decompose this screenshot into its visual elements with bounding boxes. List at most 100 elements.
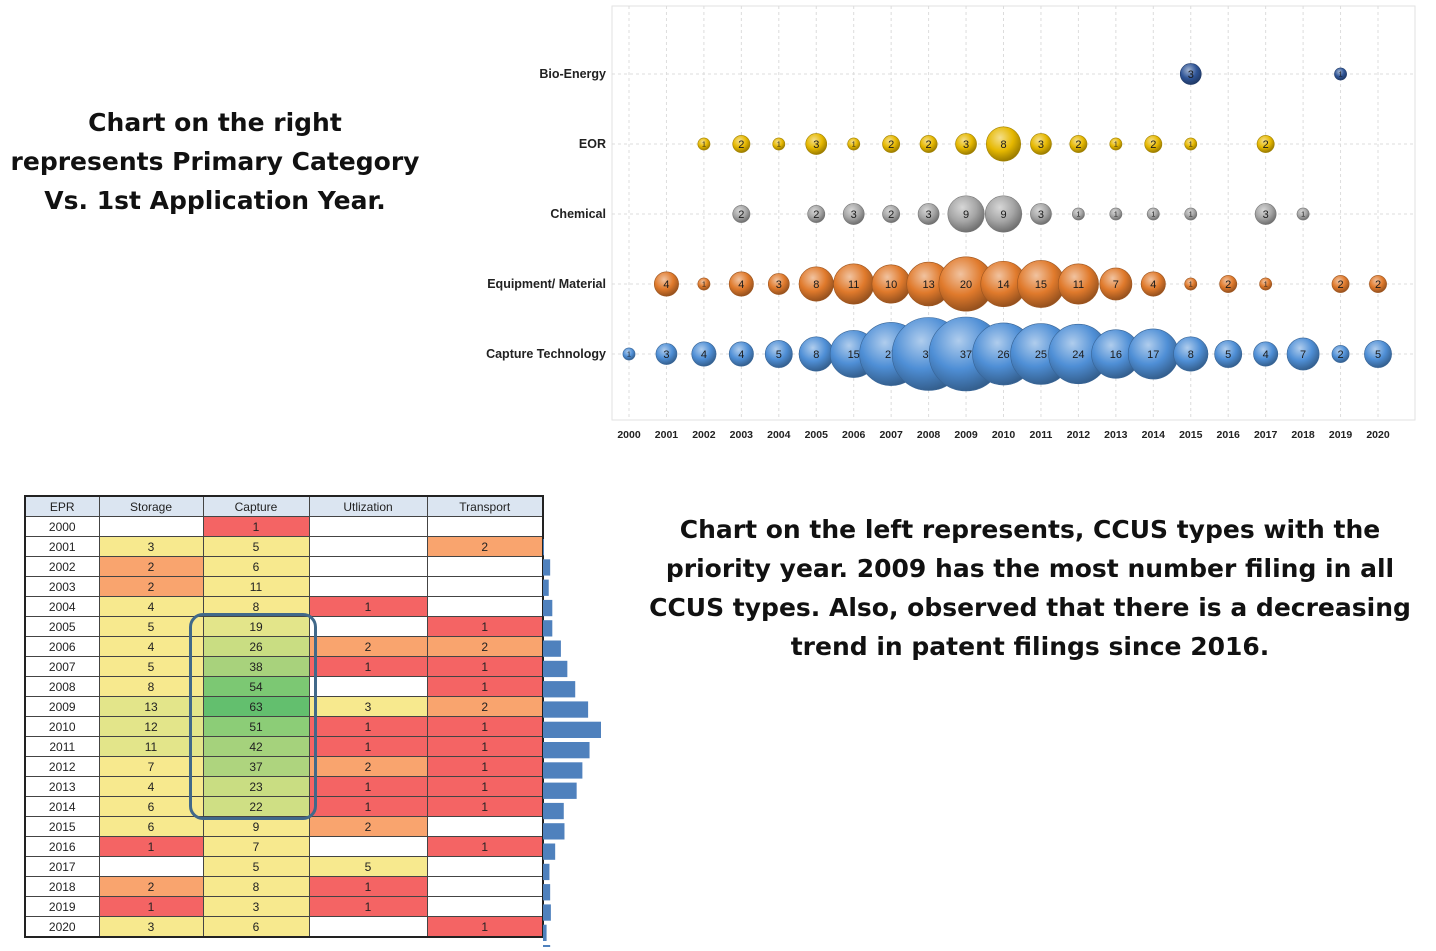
table-row: 2011 11 42 1 1 (24, 736, 544, 757)
total-bar (543, 843, 556, 860)
bubble-label: 17 (1147, 349, 1159, 361)
bubble-label: 4 (701, 349, 707, 361)
bubble-label: 1 (1076, 210, 1080, 219)
bubble-label: 2 (1075, 139, 1081, 151)
bubble-label: 20 (960, 279, 972, 291)
table-cell: 1 (426, 736, 544, 757)
table-cell: 1 (426, 656, 544, 677)
bubble-label: 2 (1337, 279, 1343, 291)
capture-highlight-box (189, 613, 317, 820)
year-cell: 2001 (24, 536, 100, 557)
bubble-label: 3 (926, 209, 932, 221)
table-row: 2003 2 11 (24, 576, 544, 597)
table-cell: 8 (98, 676, 204, 697)
bubble (1069, 135, 1088, 153)
total-bar (543, 782, 577, 799)
bubble-label: 2 (888, 139, 894, 151)
total-bar (543, 904, 551, 921)
table-cell: 1 (308, 796, 428, 817)
total-bar (543, 762, 583, 779)
total-bar (543, 559, 551, 576)
total-bar (543, 660, 568, 678)
right-chart-caption: Chart on the right represents Primary Ca… (10, 108, 420, 215)
table-row: 2018 2 8 1 (24, 876, 544, 897)
bubble-label: 26 (997, 349, 1009, 361)
table-cell: 2 (426, 536, 544, 557)
year-cell: 2017 (24, 856, 100, 877)
total-bar (543, 742, 590, 759)
bubble (1072, 207, 1085, 221)
bubble-label: 2 (738, 139, 744, 151)
year-cell: 2010 (24, 716, 100, 737)
bubble-label: 8 (1188, 349, 1194, 361)
bubble-label: 15 (848, 349, 860, 361)
table-cell: 2 (426, 636, 544, 657)
table-row: 2008 8 54 1 (24, 676, 544, 697)
bubble-label: 15 (1035, 279, 1047, 291)
bubble-label: 2 (926, 139, 932, 151)
table-cell: 2 (308, 756, 428, 777)
bubble-label: 1 (1189, 210, 1193, 219)
bubble (1364, 340, 1392, 368)
table-cell: 1 (98, 896, 204, 917)
plot-area (611, 5, 1416, 421)
bubble (622, 347, 636, 361)
table-cell: 23 (202, 776, 310, 797)
series-chemical: 2 2 3 2 3 9 9 3 1 1 1 1 3 1 (732, 195, 1310, 233)
year-cell: 2005 (24, 616, 100, 637)
total-bar (543, 599, 553, 617)
bubble (842, 203, 865, 225)
year-cell: 2009 (24, 696, 100, 717)
table-cell: 12 (98, 716, 204, 737)
bubble (847, 137, 861, 151)
table-cell: 3 (98, 916, 204, 938)
bubble-label: 4 (738, 349, 744, 361)
bubble-chart: 2000 2001 2002 2003 2004 2005 2006 2007 2008 2009… (486, 5, 1416, 441)
bubble-label: 2 (1150, 139, 1156, 151)
bubble-label: 3 (1263, 209, 1269, 221)
bubble-label: 24 (1072, 349, 1084, 361)
year-cell: 2000 (24, 516, 100, 537)
total-bar (543, 945, 551, 947)
year-cell: 2008 (24, 676, 100, 697)
year-cell: 2006 (24, 636, 100, 657)
y-category-label: EOR (579, 137, 606, 151)
table-row: 2016 1 7 1 (24, 836, 544, 857)
bubble-label: 16 (1110, 349, 1122, 361)
year-cell: 2012 (24, 756, 100, 777)
bubble-label: 4 (1263, 349, 1269, 361)
table-cell: 1 (308, 656, 428, 677)
x-tick-label: 2008 (917, 429, 941, 441)
y-category-label: Capture Technology (486, 347, 606, 361)
bubble (1259, 277, 1273, 291)
bubble (1146, 207, 1160, 221)
column-header: Utlization (308, 495, 428, 517)
table-cell (308, 576, 428, 597)
bubble-label: 8 (813, 279, 819, 291)
table-cell: 3 (308, 696, 428, 717)
table-cell: 1 (426, 916, 544, 938)
x-tick-label: 2003 (730, 429, 754, 441)
table-cell (98, 856, 204, 877)
year-cell: 2015 (24, 816, 100, 837)
y-category-label: Chemical (550, 207, 606, 221)
table-cell: 5 (98, 656, 204, 677)
y-category-label: Bio-Energy (539, 67, 606, 81)
year-cell: 2003 (24, 576, 100, 597)
column-header: Capture (202, 495, 310, 517)
bubble (1334, 67, 1347, 81)
bubble (1140, 271, 1166, 297)
table-cell (426, 856, 544, 877)
bubble (1030, 133, 1052, 155)
bubble-label: 1 (852, 140, 856, 149)
x-tick-label: 2001 (655, 429, 679, 441)
x-tick-label: 2007 (879, 429, 903, 441)
bubble-label: 1 (1114, 140, 1118, 149)
bubble-label: 11 (848, 279, 859, 291)
bubble (1184, 137, 1198, 151)
x-tick-label: 2000 (617, 429, 641, 441)
table-cell: 6 (202, 916, 310, 938)
x-tick-label: 2019 (1329, 429, 1353, 441)
bubble-label: 1 (702, 140, 706, 149)
bubble-label: 7 (1300, 349, 1306, 361)
